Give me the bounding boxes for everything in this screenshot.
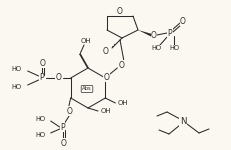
Text: P: P xyxy=(168,28,172,38)
Text: O: O xyxy=(67,106,73,116)
Text: P: P xyxy=(39,74,44,82)
Text: O: O xyxy=(180,16,186,26)
Text: HO: HO xyxy=(12,84,22,90)
Text: N: N xyxy=(180,117,186,126)
Polygon shape xyxy=(138,30,152,37)
Text: O: O xyxy=(118,60,124,69)
Text: HO: HO xyxy=(151,45,161,51)
Text: O: O xyxy=(56,74,62,82)
Text: O: O xyxy=(117,6,123,15)
Polygon shape xyxy=(79,54,89,68)
Text: Abs: Abs xyxy=(82,87,92,92)
Text: HO: HO xyxy=(169,45,179,51)
Text: OH: OH xyxy=(81,38,91,44)
Text: OH: OH xyxy=(118,100,129,106)
Text: O: O xyxy=(103,48,109,57)
Text: O: O xyxy=(151,30,157,39)
Text: HO: HO xyxy=(36,116,46,122)
Text: HO: HO xyxy=(12,66,22,72)
Text: HO: HO xyxy=(36,132,46,138)
Text: O: O xyxy=(61,138,67,147)
Text: P: P xyxy=(60,123,65,132)
Text: O: O xyxy=(103,72,109,81)
Text: OH: OH xyxy=(101,108,111,114)
Text: O: O xyxy=(40,58,46,68)
